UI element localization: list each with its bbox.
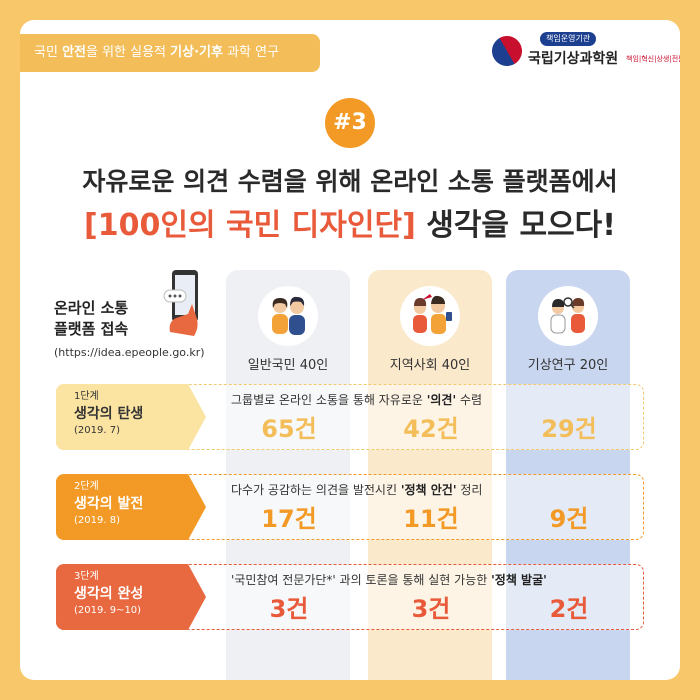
stage-desc-bold: '정책 발굴' xyxy=(491,573,547,587)
stage-date: (2019. 8) xyxy=(74,515,120,526)
stage-date: (2019. 9~10) xyxy=(74,605,142,616)
stage-step: 3단계 xyxy=(74,571,99,582)
access-title: 온라인 소통 플랫폼 접속 xyxy=(54,298,128,340)
local-community-people-icon xyxy=(400,286,460,346)
stage-name: 생각의 발전 xyxy=(74,496,144,512)
stage-label: 3단계 생각의 완성 (2019. 9~10) xyxy=(56,564,206,630)
stage-name: 생각의 탄생 xyxy=(74,406,144,422)
infographic-card: 국민 안전을 위한 실용적 기상·기후 과학 연구 책임운영기관 국립기상과학원… xyxy=(20,20,680,680)
number-badge: #3 xyxy=(325,98,375,148)
group-label: 일반국민 40인 xyxy=(247,358,329,373)
stage-description: '국민참여 전문가단*' 과의 토론을 통해 실현 가능한 '정책 발굴' xyxy=(231,571,651,588)
count-local: 11건 xyxy=(403,505,459,533)
banner-text-post: 과학 연구 xyxy=(222,45,280,60)
citizens-people-icon xyxy=(258,286,318,346)
access-title-line1: 온라인 소통 xyxy=(54,299,129,317)
stage-desc-bold: '의견' xyxy=(426,393,457,407)
stage-desc-pre: 그룹별로 온라인 소통을 통해 자유로운 xyxy=(231,393,427,407)
logo-name: 국립기상과학원 xyxy=(528,51,619,67)
stage-name: 생각의 완성 xyxy=(74,586,144,602)
headline-highlight: [100인의 국민 디자인단] xyxy=(84,208,416,243)
count-local: 3건 xyxy=(411,595,451,623)
top-banner: 국민 안전을 위한 실용적 기상·기후 과학 연구 xyxy=(20,34,320,72)
stage-desc-post: 정리 xyxy=(456,483,483,497)
banner-bold-climate: 기상·기후 xyxy=(170,45,223,60)
stage-desc-bold: '정책 안건' xyxy=(400,483,457,497)
stage-label: 2단계 생각의 발전 (2019. 8) xyxy=(56,474,206,540)
banner-text-pre: 국민 xyxy=(34,45,63,60)
access-title-line2: 플랫폼 접속 xyxy=(54,320,129,338)
stage-label: 1단계 생각의 탄생 (2019. 7) xyxy=(56,384,206,450)
stage-description: 다수가 공감하는 의견을 발전시킨 '정책 안건' 정리 xyxy=(231,481,651,498)
banner-bold-safety: 안전 xyxy=(62,45,86,60)
count-local: 42건 xyxy=(403,415,459,443)
stage-row-2: 2단계 생각의 발전 (2019. 8) 다수가 공감하는 의견을 발전시킨 '… xyxy=(56,474,644,540)
nims-logo: 책임운영기관 국립기상과학원 책임|혁신|상생|전문 xyxy=(486,30,680,74)
headline-line1: 자유로운 의견 수렴을 위해 온라인 소통 플랫폼에서 xyxy=(82,167,618,196)
count-research: 29건 xyxy=(541,415,597,443)
stage-desc-post: 수렴 xyxy=(456,393,483,407)
count-citizens: 65건 xyxy=(261,415,317,443)
stage-date: (2019. 7) xyxy=(74,425,120,436)
count-research: 2건 xyxy=(549,595,589,623)
access-url: (https://idea.epeople.go.kr) xyxy=(54,346,205,359)
group-label: 기상연구 20인 xyxy=(527,358,609,373)
stage-step: 1단계 xyxy=(74,391,99,402)
count-citizens: 17건 xyxy=(261,505,317,533)
headline-line2: [100인의 국민 디자인단] 생각을 모으다! xyxy=(20,200,680,244)
stage-desc-pre: '국민참여 전문가단*' 과의 토론을 통해 실현 가능한 xyxy=(231,573,492,587)
stage-step: 2단계 xyxy=(74,481,99,492)
taegeuk-emblem-icon xyxy=(486,30,528,72)
logo-badge: 책임운영기관 xyxy=(540,32,597,46)
group-label: 지역사회 40인 xyxy=(389,358,471,373)
logo-tagline: 책임|혁신|상생|전문 xyxy=(626,55,680,63)
headline-line2-rest: 생각을 모으다! xyxy=(415,208,616,243)
researchers-people-icon xyxy=(538,286,598,346)
count-citizens: 3건 xyxy=(269,595,309,623)
stage-description: 그룹별로 온라인 소통을 통해 자유로운 '의견' 수렴 xyxy=(231,391,651,408)
stage-row-3: 3단계 생각의 완성 (2019. 9~10) '국민참여 전문가단*' 과의 … xyxy=(56,564,644,630)
stage-desc-pre: 다수가 공감하는 의견을 발전시킨 xyxy=(231,483,401,497)
stage-row-1: 1단계 생각의 탄생 (2019. 7) 그룹별로 온라인 소통을 통해 자유로… xyxy=(56,384,644,450)
count-research: 9건 xyxy=(549,505,589,533)
smartphone-hand-icon xyxy=(162,268,206,338)
banner-text-mid: 을 위한 실용적 xyxy=(85,45,171,60)
